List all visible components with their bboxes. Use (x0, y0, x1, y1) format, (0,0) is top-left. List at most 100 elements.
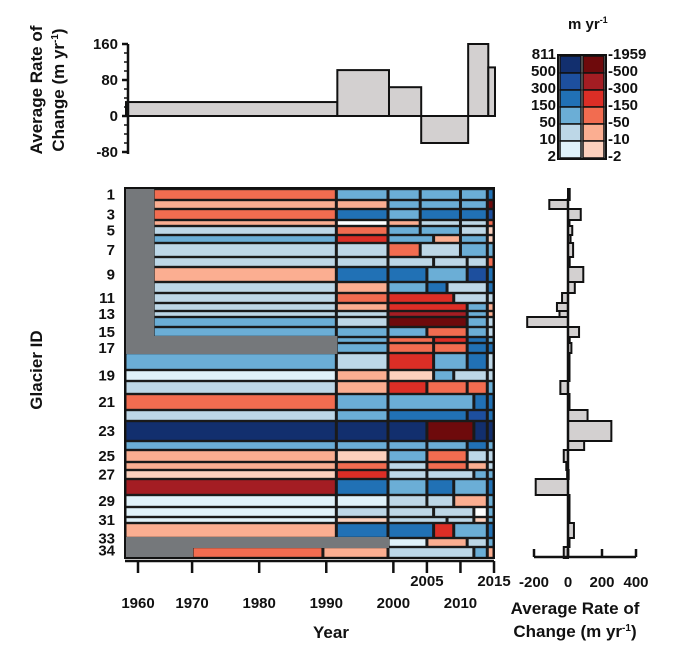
heatmap-cell (389, 518, 446, 522)
heatmap-cell (435, 354, 466, 369)
heatmap-cell (488, 395, 493, 409)
heatmap-cell (488, 221, 493, 225)
heatmap-row-31 (126, 518, 493, 522)
heatmap-cell (389, 201, 419, 208)
legend-label-positive: 811 (532, 46, 556, 63)
heatmap-cell (389, 312, 466, 316)
heatmap-cell (337, 190, 387, 199)
heatmap-cell (488, 442, 493, 449)
glacier-id-label: 13 (98, 306, 115, 323)
heatmap-cell (428, 422, 473, 440)
top-ylabel-line1: Average Rate of (27, 25, 46, 154)
heatmap-cell (337, 268, 387, 281)
heatmap-cell (389, 244, 419, 256)
heatmap-cell (389, 318, 466, 326)
heatmap-row-13 (125, 310, 493, 318)
heatmap-cell (475, 508, 486, 516)
legend-label-negative: -10 (608, 131, 630, 148)
heatmap-cell (488, 451, 493, 461)
legend-label-negative: -50 (608, 114, 630, 131)
heatmap-row-27 (126, 471, 493, 478)
heatmap-cell (154, 201, 335, 208)
heatmap-cell (468, 442, 486, 449)
heatmap-row-4 (125, 219, 493, 227)
right-x-tick-label: 0 (564, 574, 572, 591)
heatmap-cell (475, 395, 486, 409)
heatmap-cell (337, 422, 387, 440)
heatmap-cell (389, 190, 419, 199)
legend-swatch-blue (559, 106, 582, 125)
right-bar-chart: Average Rate of Change (m yr-1) -200 0 200… (511, 188, 649, 641)
heatmap-cell (154, 221, 335, 225)
glacier-id-label: 34 (98, 543, 115, 560)
legend-label-negative: -150 (608, 97, 638, 114)
glacier-id-label: 15 (98, 324, 115, 341)
heatmap-cell-no-data (125, 316, 155, 328)
heatmap-cell (455, 480, 486, 494)
heatmap-cell (435, 508, 473, 516)
heatmap-cell (421, 190, 459, 199)
heatmap-row-9 (125, 266, 493, 283)
heatmap-cell (154, 283, 335, 292)
heatmap-cell (389, 371, 433, 380)
heatmap-cell (154, 236, 335, 242)
heatmap-cell (488, 304, 493, 310)
glacier-id-label: 17 (98, 340, 115, 357)
heatmap-cell (389, 539, 426, 546)
glacier-rate-bar (567, 420, 613, 442)
legend-label-negative: -1959 (608, 46, 646, 63)
glacier-rate-bar (567, 409, 589, 422)
legend-label-positive: 10 (539, 131, 556, 148)
heatmap-cell (488, 312, 493, 316)
heatmap-cell (126, 354, 335, 369)
heatmap-ylabel: Glacier ID (27, 330, 46, 409)
heatmap-row-20 (126, 382, 493, 393)
heatmap-cell (337, 201, 387, 208)
heatmap-row-10 (125, 281, 493, 294)
heatmap-cell (337, 411, 387, 420)
heatmap-row-29 (126, 496, 493, 506)
heatmap-cell (126, 411, 335, 420)
year-tick-label: 2010 (444, 595, 477, 612)
heatmap-cell (337, 344, 387, 352)
heatmap-cell (337, 318, 387, 326)
heatmap-cell (389, 451, 426, 461)
heatmap-cell-no-data (125, 219, 155, 227)
top-bar (336, 69, 390, 117)
heatmap-cell (428, 451, 466, 461)
legend-label-positive: 2 (548, 148, 556, 165)
heatmap-cell (337, 395, 387, 409)
heatmap-cell (448, 518, 473, 522)
top-y-tick-label: -80 (96, 144, 118, 161)
heatmap-cell (389, 304, 466, 310)
legend-swatch-blue (559, 89, 582, 108)
heatmap-cell (468, 344, 486, 352)
glacier-id-label: 31 (98, 512, 115, 529)
heatmap-cell (389, 463, 426, 469)
heatmap-cell (435, 371, 453, 380)
heatmap-cell (488, 480, 493, 494)
heatmap-cell (488, 422, 493, 440)
top-bar (387, 86, 423, 117)
legend-label-negative: -2 (608, 148, 621, 165)
heatmap-cell (488, 294, 493, 302)
right-x-tick-label: 400 (623, 574, 648, 591)
heatmap-cell (468, 411, 486, 420)
heatmap-cell (337, 471, 387, 478)
heatmap-cell (488, 382, 493, 393)
heatmap-cell (389, 471, 426, 478)
heatmap-cell (468, 268, 486, 281)
heatmap-cell-no-data (125, 208, 155, 221)
heatmap-cell (389, 354, 433, 369)
right-xlabel-line2: Change (m yr-1) (513, 622, 636, 641)
heatmap-cell (337, 210, 387, 219)
heatmap-cell (389, 548, 473, 557)
top-bar (487, 66, 497, 117)
year-tick-label: 2005 (410, 573, 443, 590)
heatmap-cell-no-data (125, 225, 155, 236)
legend-frame (557, 54, 607, 160)
heatmap-cell (337, 283, 387, 292)
heatmap-row-5 (125, 225, 493, 236)
heatmap-cell (389, 496, 426, 506)
